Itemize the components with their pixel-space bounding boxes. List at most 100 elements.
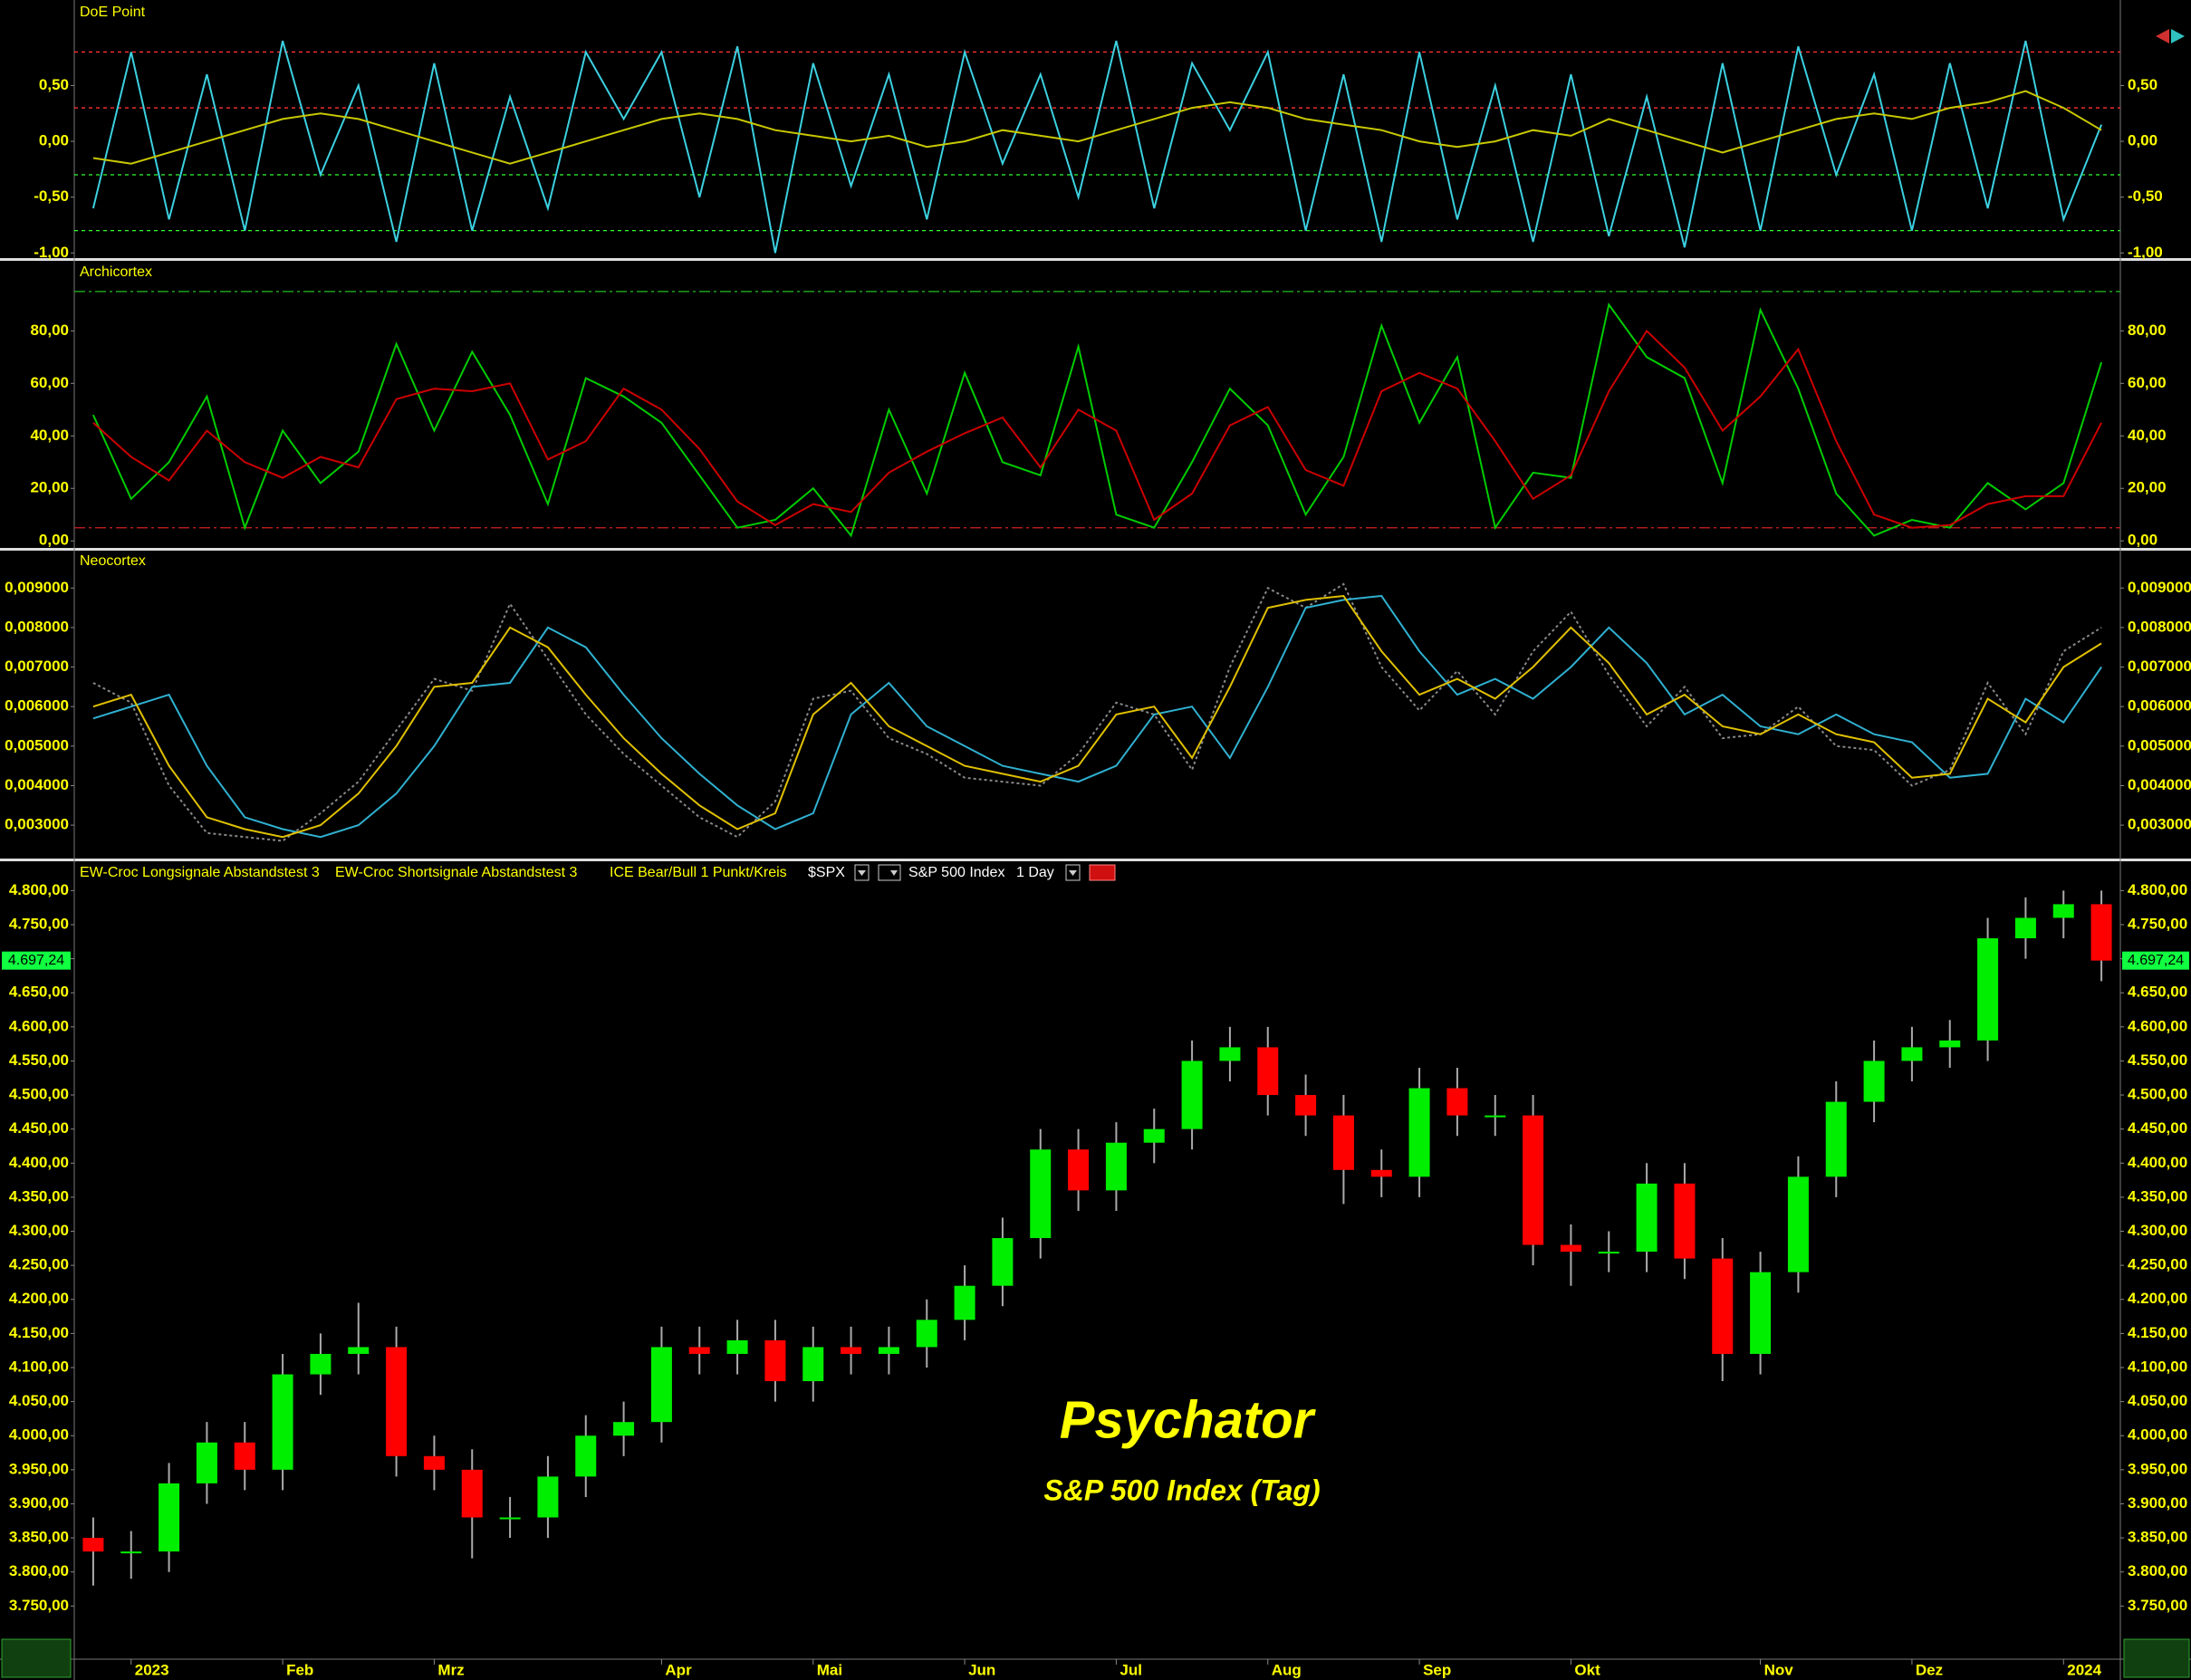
x-tick-label: Jul — [1120, 1661, 1142, 1678]
y-tick-label: 4.600,00 — [9, 1017, 69, 1034]
dropdown[interactable] — [1065, 864, 1081, 881]
y-tick-label: 40,00 — [30, 427, 69, 444]
y-tick-label: 4.650,00 — [9, 984, 69, 1001]
watermark-title: Psychator — [1060, 1390, 1317, 1449]
candle-body — [1977, 938, 1999, 1041]
candle-body — [878, 1347, 899, 1354]
candle-body — [1143, 1128, 1165, 1143]
series-line — [92, 594, 2102, 839]
x-tick-label: 2023 — [135, 1661, 169, 1678]
candle-body — [1257, 1047, 1279, 1096]
y-tick-label: 4.750,00 — [9, 915, 69, 932]
y-tick-label: 0,00 — [39, 132, 69, 149]
candle-body — [1408, 1088, 1430, 1177]
candle-body — [272, 1374, 293, 1470]
y-tick-label: 0,003000 — [2128, 816, 2191, 833]
y-tick-label: 4.350,00 — [9, 1187, 69, 1205]
candle-body — [1105, 1142, 1127, 1191]
y-tick-label: 4.550,00 — [2128, 1051, 2187, 1069]
y-tick-label: 4.600,00 — [2128, 1017, 2187, 1034]
nav-icon[interactable] — [2171, 29, 2185, 43]
candle-body — [992, 1238, 1014, 1286]
y-tick-label: 20,00 — [30, 479, 69, 496]
x-tick-label: Feb — [286, 1661, 313, 1678]
y-tick-label: 4.400,00 — [9, 1154, 69, 1171]
close-button[interactable] — [1089, 864, 1116, 881]
y-tick-label: 4.000,00 — [9, 1426, 69, 1444]
y-tick-label: 4.150,00 — [2128, 1324, 2187, 1341]
symbol[interactable]: $SPX — [808, 865, 845, 880]
candle-body — [1712, 1258, 1734, 1354]
y-tick-label: 0,004000 — [5, 776, 69, 793]
x-tick-label: Jun — [968, 1661, 995, 1678]
series-line — [92, 582, 2102, 842]
y-tick-label: 0,008000 — [2128, 618, 2191, 635]
candle-body — [916, 1320, 937, 1348]
y-tick-label: 4.250,00 — [2128, 1256, 2187, 1273]
price-badge-label: 4.697,24 — [2128, 953, 2184, 968]
price-badge-label: 4.697,24 — [8, 953, 64, 968]
dropdown[interactable] — [878, 864, 901, 881]
y-tick-label: 3.850,00 — [2128, 1529, 2187, 1546]
y-tick-label: -0,50 — [34, 187, 69, 205]
y-tick-label: 20,00 — [2128, 479, 2167, 496]
x-tick-label: Mai — [817, 1661, 842, 1678]
candle-body — [726, 1339, 748, 1354]
candle-body — [688, 1347, 710, 1354]
y-tick-label: 80,00 — [30, 322, 69, 339]
candle-body — [348, 1347, 370, 1354]
interval[interactable]: 1 Day — [1016, 865, 1054, 880]
separator — [0, 548, 2191, 551]
x-tick-label: 2024 — [2067, 1661, 2101, 1678]
y-tick-label: 3.950,00 — [9, 1460, 69, 1477]
candle-body — [1523, 1115, 1544, 1245]
price-badge — [2, 951, 71, 970]
y-tick-label: -0,50 — [2128, 187, 2163, 205]
y-tick-label: 4.050,00 — [9, 1392, 69, 1409]
y-tick-label: 4.800,00 — [9, 881, 69, 898]
separator — [0, 859, 2191, 861]
panel-title: DoE Point — [80, 5, 146, 20]
series-line — [92, 594, 2102, 839]
y-tick-label: 4.200,00 — [2128, 1290, 2187, 1307]
candle-body — [1068, 1149, 1090, 1191]
candle-body — [1901, 1047, 1923, 1061]
candle-body — [234, 1442, 255, 1470]
candle-body — [1598, 1252, 1619, 1254]
y-tick-label: -1,00 — [34, 244, 69, 261]
panel-title: Neocortex — [80, 553, 146, 569]
x-tick-label: Dez — [1916, 1661, 1943, 1678]
x-tick-label: Sep — [1423, 1661, 1451, 1678]
candle-body — [1939, 1040, 1961, 1048]
y-tick-label: 4.050,00 — [2128, 1392, 2187, 1409]
series-line — [92, 90, 2102, 165]
series-line — [92, 329, 2102, 529]
dropdown[interactable] — [854, 864, 870, 881]
candle-body — [841, 1347, 862, 1354]
candle-body — [954, 1285, 975, 1320]
candle-body — [1560, 1244, 1581, 1253]
y-tick-label: 4.200,00 — [9, 1290, 69, 1307]
candle-body — [613, 1422, 635, 1436]
legend-item: EW-Croc Longsignale Abstandstest 3 — [80, 865, 320, 880]
y-tick-label: 0,00 — [2128, 132, 2157, 149]
y-tick-label: 3.750,00 — [9, 1597, 69, 1614]
y-tick-label: 0,00 — [2128, 532, 2157, 549]
y-tick-label: 60,00 — [30, 374, 69, 391]
y-tick-label: 4.350,00 — [2128, 1187, 2187, 1205]
y-tick-label: 0,005000 — [2128, 736, 2191, 754]
candle-body — [575, 1435, 597, 1477]
candle-body — [82, 1538, 104, 1552]
series-line — [91, 40, 2103, 254]
x-tick-label: Okt — [1574, 1661, 1600, 1678]
candle-body — [1787, 1176, 1809, 1272]
corner-icon — [2123, 1638, 2190, 1678]
y-tick-label: 0,004000 — [2128, 776, 2191, 793]
y-tick-label: 0,008000 — [5, 618, 69, 635]
candle-body — [2090, 904, 2112, 961]
nav-icon[interactable] — [2156, 29, 2169, 43]
y-tick-label: 0,005000 — [5, 736, 69, 754]
y-tick-label: 0,007000 — [2128, 658, 2191, 675]
